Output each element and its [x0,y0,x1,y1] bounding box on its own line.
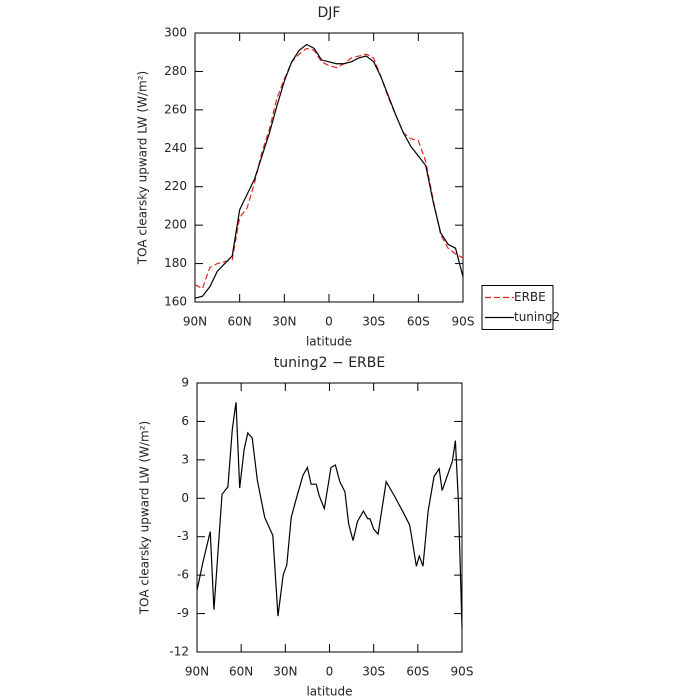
x-tick-label: 30S [362,665,385,679]
y-tick-label: 220 [164,179,187,193]
x-axis-label: latitude [306,685,352,699]
y-tick-label: -9 [177,606,189,620]
y-tick-label: 280 [164,64,187,78]
x-tick-label: 60N [229,665,253,679]
x-tick-label: 30N [272,315,296,329]
y-tick-label: 6 [181,414,189,428]
x-tick-label: 0 [325,315,333,329]
y-tick-label: 260 [164,102,187,116]
x-axis-label: latitude [306,335,352,349]
y-tick-label: 180 [164,256,187,270]
x-tick-label: 30S [362,315,385,329]
data-line [196,402,463,628]
y-tick-label: -12 [169,645,189,659]
plot-frame [194,32,464,303]
y-tick-label: 160 [164,295,187,309]
legend-label: tuning2 [514,310,560,324]
x-tick-label: 90S [451,665,474,679]
x-tick-label: 60N [228,315,252,329]
chart-title: DJF [318,5,341,21]
data-line [194,43,464,299]
y-tick-label: -3 [177,529,189,543]
y-tick-label: 3 [181,452,189,466]
y-tick-label: 0 [181,491,189,505]
y-tick-label: 240 [164,141,187,155]
y-tick-label: 200 [164,218,187,232]
x-tick-label: 90S [452,315,475,329]
x-tick-label: 60S [407,315,430,329]
y-axis-label: TOA clearsky upward LW (W/m²) [138,421,152,615]
x-tick-label: 90N [185,665,209,679]
chart-title: tuning2 − ERBE [274,355,385,371]
y-tick-label: -6 [177,568,189,582]
x-tick-label: 0 [326,665,334,679]
x-tick-label: 90N [183,315,207,329]
y-tick-label: 300 [164,26,187,40]
legend-label: ERBE [514,290,546,304]
x-tick-label: 60S [406,665,429,679]
data-line [194,47,464,290]
y-axis-label: TOA clearsky upward LW (W/m²) [136,71,150,265]
x-tick-label: 30N [273,665,297,679]
legend-box [481,285,554,330]
y-tick-label: 9 [181,376,189,390]
